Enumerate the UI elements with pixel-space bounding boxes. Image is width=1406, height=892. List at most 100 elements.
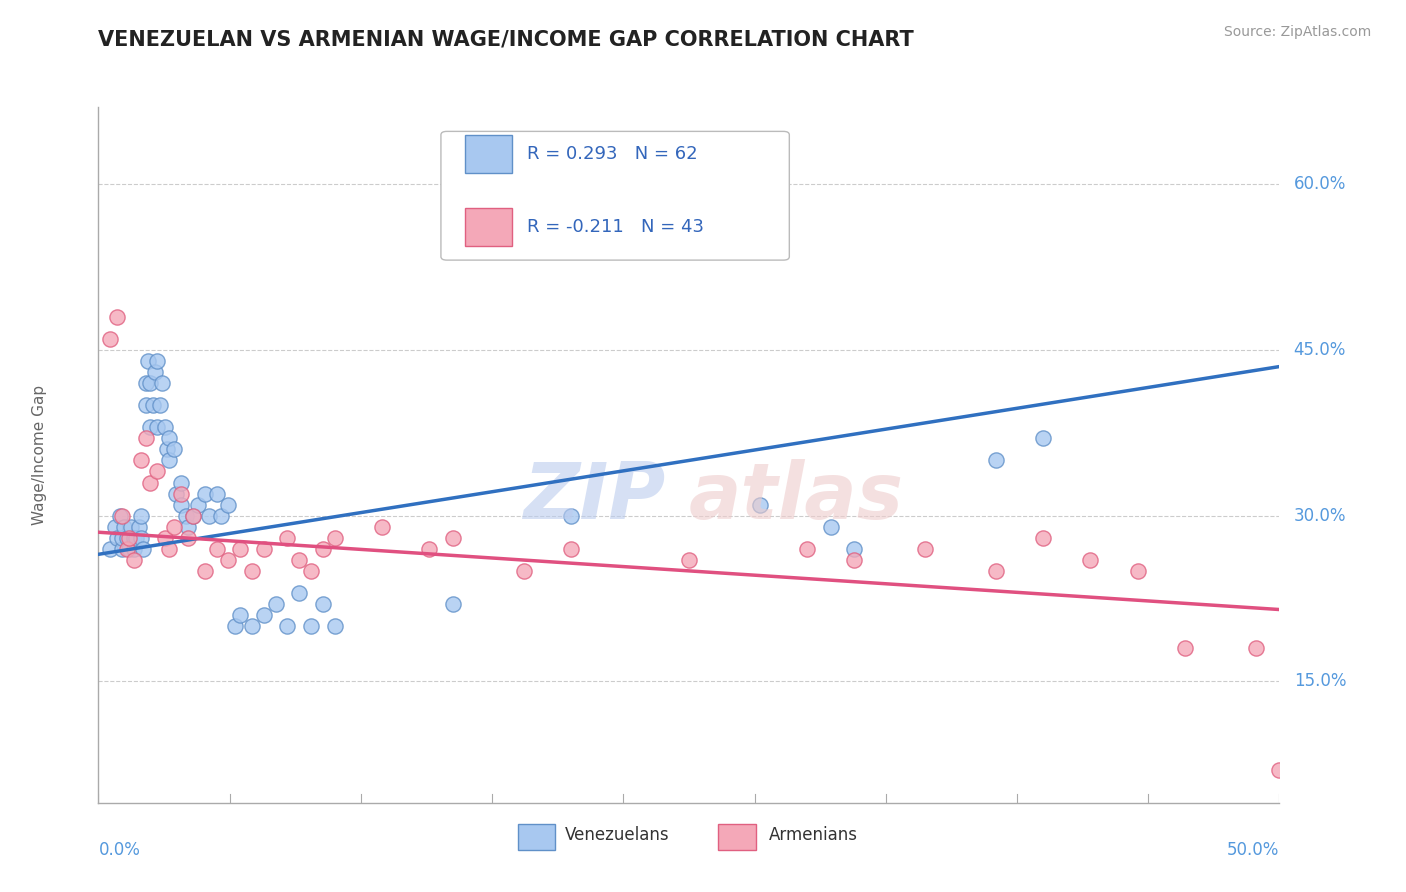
Point [312,541,335,556]
Text: VENEZUELAN VS ARMENIAN WAGE/INCOME GAP CORRELATION CHART: VENEZUELAN VS ARMENIAN WAGE/INCOME GAP C… [98,29,914,49]
Point [240,564,263,578]
Point [748,498,770,512]
Point [153,531,176,545]
Point [98,332,121,346]
FancyBboxPatch shape [464,208,512,246]
Point [844,553,866,567]
Point [170,486,193,500]
Point [128,519,150,533]
Point [115,531,138,545]
FancyBboxPatch shape [464,135,512,173]
Point [323,619,346,633]
Point [177,519,200,533]
Point [111,541,134,556]
Text: atlas: atlas [689,458,904,534]
Point [194,486,217,500]
Point [136,354,159,368]
Point [118,531,141,545]
Point [149,398,172,412]
Point [299,619,322,633]
Point [217,498,239,512]
Point [146,465,169,479]
Point [441,597,464,611]
Point [105,310,128,324]
Point [914,541,936,556]
Point [288,553,311,567]
Point [177,531,200,545]
Point [132,541,155,556]
Point [181,508,204,523]
Point [125,531,148,545]
Point [1080,553,1102,567]
Point [129,453,152,467]
FancyBboxPatch shape [718,823,756,850]
Point [217,553,239,567]
Text: R = -0.211   N = 43: R = -0.211 N = 43 [527,218,704,236]
Point [135,431,157,445]
Point [229,541,252,556]
Point [264,597,287,611]
Text: Venezuelans: Venezuelans [565,826,669,844]
Text: R = 0.293   N = 62: R = 0.293 N = 62 [527,145,697,163]
Point [418,541,440,556]
Point [984,453,1007,467]
Point [146,354,169,368]
Point [111,531,134,545]
Point [139,376,162,391]
Point [108,508,131,523]
FancyBboxPatch shape [517,823,555,850]
Point [129,531,152,545]
Text: 15.0%: 15.0% [1294,673,1346,690]
Point [512,564,534,578]
Text: Wage/Income Gap: Wage/Income Gap [32,384,46,525]
Point [253,608,276,623]
Point [139,420,162,434]
Point [142,398,165,412]
Point [299,564,322,578]
Text: 0.0%: 0.0% [98,841,141,859]
Point [198,508,221,523]
Point [276,531,298,545]
Point [181,508,204,523]
Point [146,420,169,434]
Text: 45.0%: 45.0% [1294,341,1346,359]
Point [122,531,145,545]
Point [157,431,180,445]
Point [121,519,143,533]
Point [118,541,141,556]
Point [209,508,232,523]
Point [441,531,464,545]
Text: Armenians: Armenians [769,826,858,844]
Point [796,541,818,556]
Text: Source: ZipAtlas.com: Source: ZipAtlas.com [1223,25,1371,39]
Point [253,541,276,556]
Point [170,498,193,512]
Point [122,541,145,556]
Point [187,498,209,512]
Point [844,541,866,556]
Point [371,519,394,533]
Point [157,453,180,467]
Point [153,420,176,434]
Point [1244,641,1267,656]
Point [129,508,152,523]
Point [984,564,1007,578]
Text: 30.0%: 30.0% [1294,507,1346,524]
Point [1268,763,1291,777]
Point [678,553,700,567]
Point [205,541,228,556]
Point [174,508,197,523]
Point [157,541,180,556]
Text: 60.0%: 60.0% [1294,176,1346,194]
Text: ZIP: ZIP [523,458,665,534]
Point [98,541,121,556]
Point [288,586,311,600]
Point [276,619,298,633]
Point [135,376,157,391]
Point [205,486,228,500]
Point [112,519,135,533]
Point [312,597,335,611]
Point [1032,531,1054,545]
Point [560,508,582,523]
Point [163,442,186,457]
